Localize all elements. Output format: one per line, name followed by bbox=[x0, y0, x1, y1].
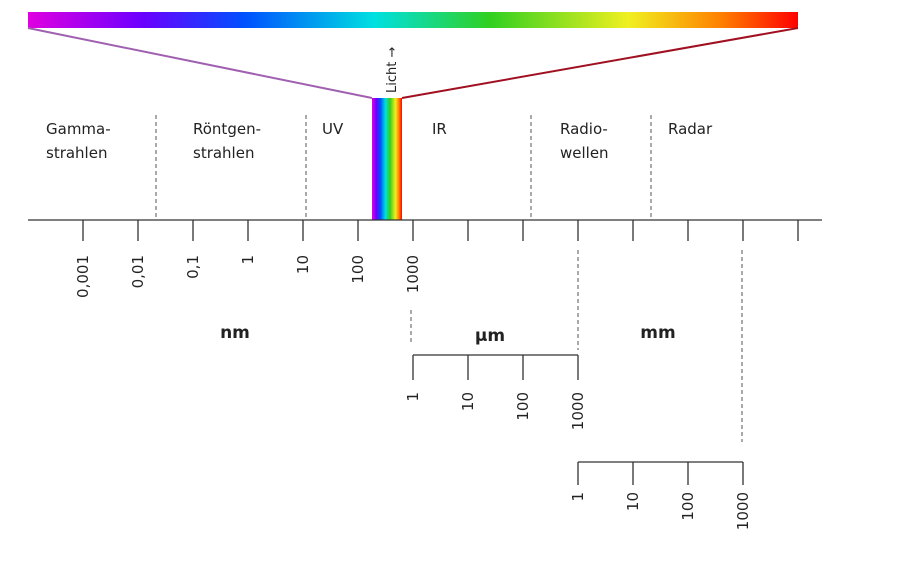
unit-label: µm bbox=[475, 326, 505, 346]
region-label: IR bbox=[432, 120, 447, 138]
tick-label: 10 bbox=[459, 392, 477, 411]
tick-label: 10 bbox=[624, 492, 642, 511]
region-label: strahlen bbox=[193, 144, 254, 162]
tick-label: 10 bbox=[294, 255, 312, 274]
region-label: UV bbox=[322, 120, 344, 138]
tick-label: 0,001 bbox=[74, 255, 92, 298]
tick-label: 100 bbox=[349, 255, 367, 284]
tick-label: 100 bbox=[514, 392, 532, 421]
tick-label: 1 bbox=[569, 492, 587, 502]
tick-label: 100 bbox=[679, 492, 697, 521]
tick-label: 0,01 bbox=[129, 255, 147, 288]
zoom-line bbox=[27, 27, 373, 99]
tick-label: 1000 bbox=[734, 492, 752, 530]
region-label: wellen bbox=[560, 144, 609, 162]
region-label: strahlen bbox=[46, 144, 107, 162]
unit-label: mm bbox=[640, 323, 675, 343]
region-label: Gamma- bbox=[46, 120, 111, 138]
light-label: Licht → bbox=[385, 47, 400, 93]
region-label: Radio- bbox=[560, 120, 608, 138]
tick-label: 1000 bbox=[404, 255, 422, 293]
tick-label: 1 bbox=[239, 255, 257, 265]
region-label: Röntgen- bbox=[193, 120, 261, 138]
visible-spectrum-bar bbox=[28, 12, 798, 28]
unit-label: nm bbox=[220, 323, 250, 343]
tick-label: 1 bbox=[404, 392, 422, 402]
tick-label: 0,1 bbox=[184, 255, 202, 279]
zoom-line bbox=[401, 27, 799, 99]
light-band bbox=[372, 98, 402, 220]
tick-label: 1000 bbox=[569, 392, 587, 430]
region-label: Radar bbox=[668, 120, 713, 138]
